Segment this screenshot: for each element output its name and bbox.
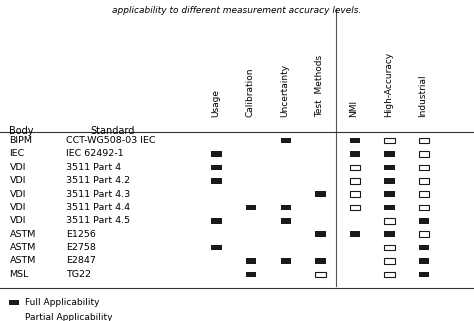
Bar	[384, 191, 395, 197]
Text: E1256: E1256	[66, 230, 96, 239]
Text: E2847: E2847	[66, 256, 96, 265]
Text: 3511 Part 4.4: 3511 Part 4.4	[66, 203, 130, 212]
Bar	[350, 191, 360, 197]
Bar	[350, 165, 360, 170]
Bar	[384, 151, 395, 157]
Bar	[419, 245, 429, 250]
Text: TG22: TG22	[66, 270, 91, 279]
Text: High-Accuracy: High-Accuracy	[384, 51, 393, 117]
Bar	[211, 178, 222, 184]
Text: 3511 Part 4.3: 3511 Part 4.3	[66, 190, 131, 199]
Text: Calibration: Calibration	[246, 67, 255, 117]
Text: Usage: Usage	[211, 89, 220, 117]
Bar	[384, 165, 395, 170]
Text: VDI: VDI	[9, 176, 26, 185]
Bar	[419, 205, 429, 210]
Bar	[384, 205, 395, 210]
Bar	[419, 231, 429, 237]
Bar	[246, 272, 256, 277]
Bar	[281, 138, 291, 143]
Bar	[419, 218, 429, 224]
Text: ASTM: ASTM	[9, 256, 36, 265]
Bar	[384, 138, 395, 143]
Bar	[9, 316, 19, 320]
Text: E2758: E2758	[66, 243, 96, 252]
Bar	[419, 178, 429, 184]
Bar	[281, 218, 291, 224]
Bar	[315, 231, 326, 237]
Text: Partial Applicability: Partial Applicability	[25, 313, 112, 321]
Text: Industrial: Industrial	[419, 74, 428, 117]
Bar	[350, 231, 360, 237]
Bar	[211, 218, 222, 224]
Bar	[211, 165, 222, 170]
Bar	[281, 205, 291, 210]
Text: Body: Body	[9, 126, 34, 136]
Bar	[246, 205, 256, 210]
Bar	[419, 165, 429, 170]
Text: BIPM: BIPM	[9, 136, 33, 145]
Bar	[384, 245, 395, 250]
Text: MSL: MSL	[9, 270, 29, 279]
Bar	[315, 191, 326, 197]
Text: 3511 Part 4.2: 3511 Part 4.2	[66, 176, 130, 185]
Text: VDI: VDI	[9, 216, 26, 225]
Bar	[211, 245, 222, 250]
Bar	[384, 218, 395, 224]
Bar	[9, 300, 19, 305]
Bar	[246, 258, 256, 264]
Text: CCT-WG508-03 IEC: CCT-WG508-03 IEC	[66, 136, 156, 145]
Bar	[419, 191, 429, 197]
Text: ASTM: ASTM	[9, 230, 36, 239]
Bar	[384, 178, 395, 184]
Text: Test  Methods: Test Methods	[315, 55, 324, 117]
Bar	[350, 178, 360, 184]
Text: ASTM: ASTM	[9, 243, 36, 252]
Bar	[350, 138, 360, 143]
Bar	[419, 272, 429, 277]
Text: IEC: IEC	[9, 150, 25, 159]
Text: Uncertainty: Uncertainty	[280, 64, 289, 117]
Bar	[384, 231, 395, 237]
Text: 3511 Part 4.5: 3511 Part 4.5	[66, 216, 130, 225]
Text: VDI: VDI	[9, 190, 26, 199]
Bar	[315, 272, 326, 277]
Bar	[384, 258, 395, 264]
Text: Full Applicability: Full Applicability	[25, 298, 99, 307]
Bar	[350, 151, 360, 157]
Text: VDI: VDI	[9, 163, 26, 172]
Text: VDI: VDI	[9, 203, 26, 212]
Bar	[350, 205, 360, 210]
Text: Standard: Standard	[90, 126, 135, 136]
Bar	[281, 258, 291, 264]
Bar	[419, 138, 429, 143]
Text: NMI: NMI	[349, 100, 358, 117]
Bar	[419, 258, 429, 264]
Bar	[384, 272, 395, 277]
Text: 3511 Part 4: 3511 Part 4	[66, 163, 121, 172]
Text: IEC 62492-1: IEC 62492-1	[66, 150, 124, 159]
Bar	[315, 258, 326, 264]
Bar	[419, 151, 429, 157]
Bar	[211, 151, 222, 157]
Text: applicability to different measurement accuracy levels.: applicability to different measurement a…	[112, 6, 362, 15]
